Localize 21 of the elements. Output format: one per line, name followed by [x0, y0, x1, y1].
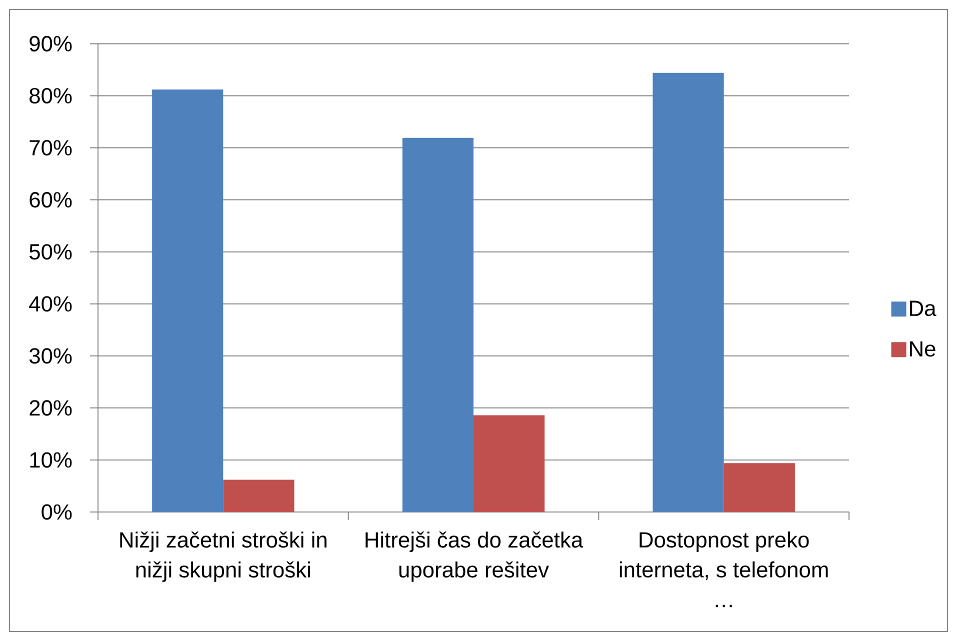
x-tick-label: Dostopnost preko interneta, s telefonom …	[620, 532, 828, 608]
bar	[652, 72, 724, 512]
y-tick-label: 80%	[30, 88, 72, 104]
y-tick-label: 40%	[29, 296, 72, 312]
y-tick-label: 20%	[30, 400, 72, 416]
y-tick-label: 70%	[30, 140, 72, 156]
bar	[152, 89, 224, 512]
y-tick-label: 60%	[30, 192, 72, 208]
x-tick-label: Nižji začetni stroški in nižji skupni stroški	[120, 532, 326, 582]
legend-label: Da	[910, 300, 936, 316]
legend-label: Ne	[910, 341, 936, 357]
x-tick-label: Hitrejši čas do začetka uporabe rešitev	[366, 532, 584, 582]
y-tick-label: 30%	[29, 348, 72, 364]
y-tick-label: 10%	[30, 452, 72, 468]
y-tick-label: 50%	[29, 244, 72, 260]
bar	[724, 463, 795, 512]
bar	[223, 480, 294, 512]
y-tick-label: 90%	[30, 36, 72, 52]
bar	[402, 138, 474, 512]
bar	[474, 415, 545, 512]
y-tick-label: 0%	[42, 504, 72, 520]
